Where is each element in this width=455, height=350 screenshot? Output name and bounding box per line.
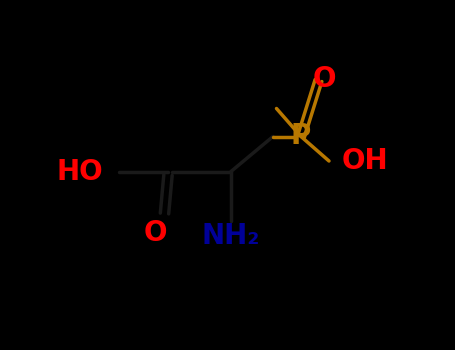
Text: O: O — [144, 219, 167, 247]
Text: HO: HO — [56, 158, 103, 186]
Text: O: O — [313, 65, 337, 93]
Text: P: P — [291, 122, 311, 150]
Text: OH: OH — [341, 147, 388, 175]
Text: NH₂: NH₂ — [202, 222, 260, 250]
